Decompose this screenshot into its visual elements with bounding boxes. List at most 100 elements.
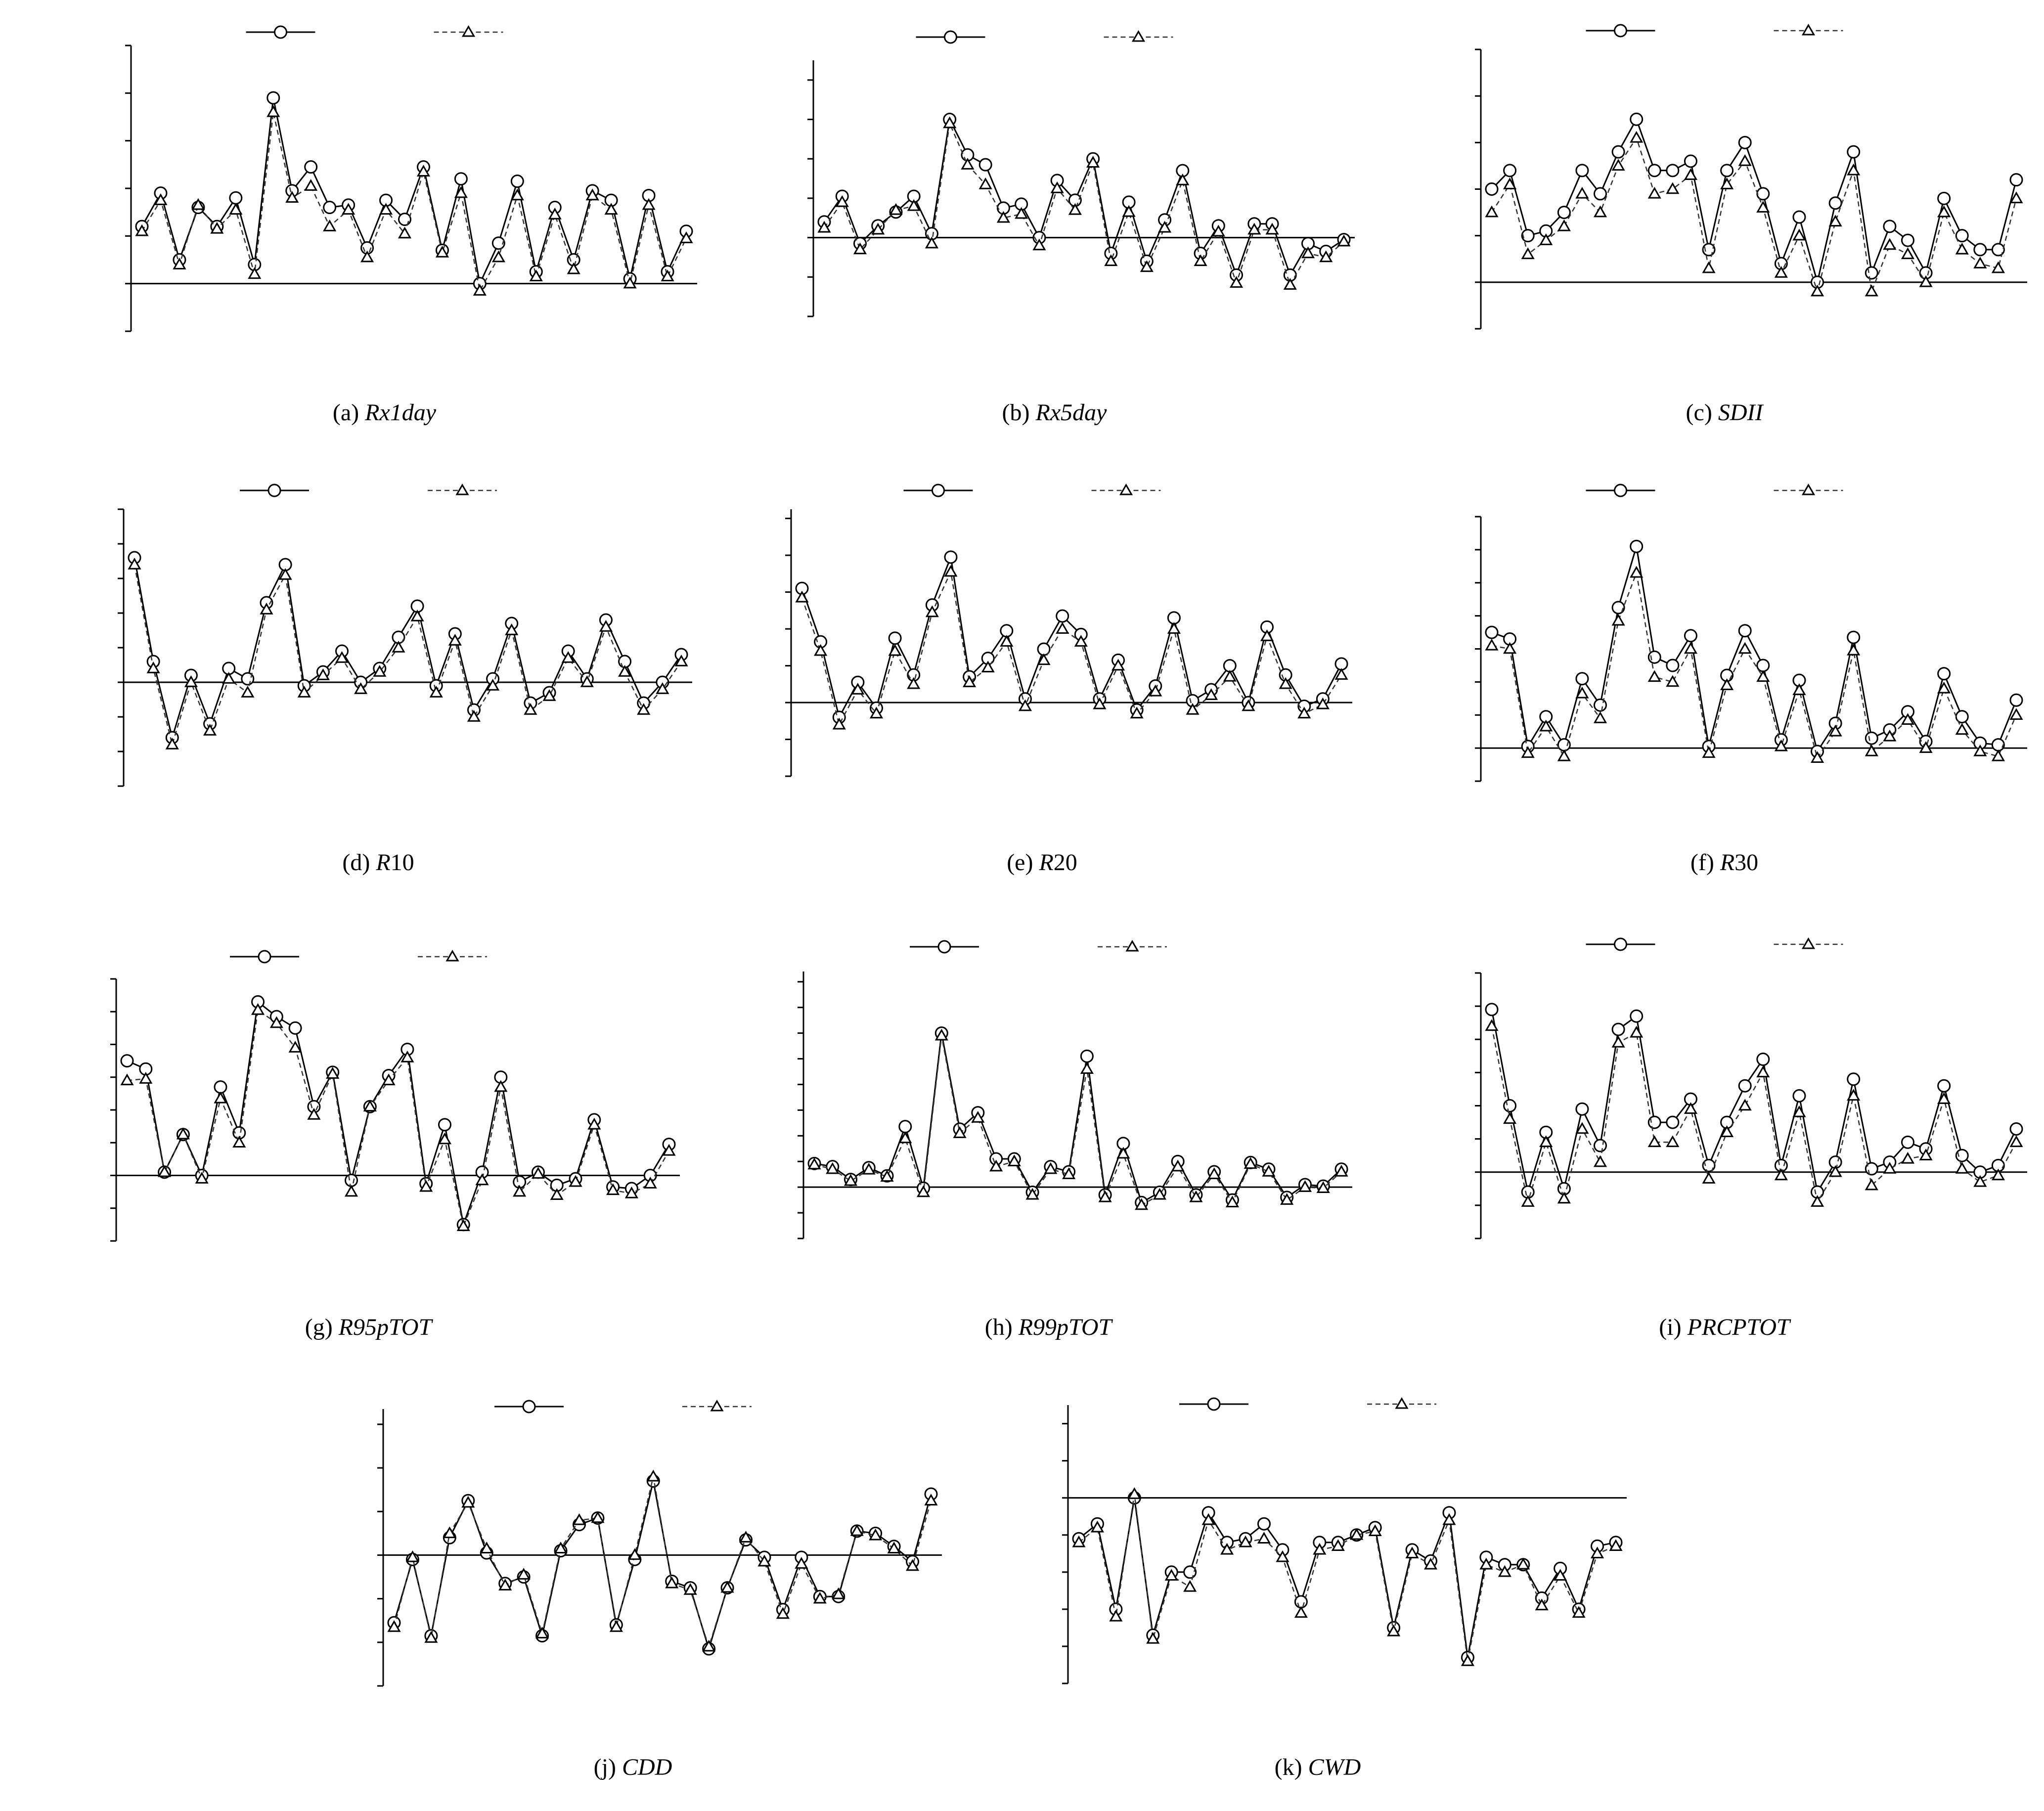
caption-index-name: R99pTOT [1018, 1314, 1113, 1340]
data-point-rcp85 [1104, 254, 1118, 266]
data-point-rcp45 [1630, 539, 1644, 553]
data-point-rcp85 [624, 1186, 638, 1198]
legend-marker-rcp85 [1801, 937, 1816, 949]
data-point-rcp45 [978, 158, 992, 172]
data-point-rcp45 [1666, 1115, 1680, 1129]
data-point-rcp85 [1901, 247, 1915, 260]
data-point-rcp85 [925, 236, 939, 249]
data-point-rcp85 [643, 1177, 657, 1189]
data-point-rcp85 [1756, 1065, 1770, 1078]
data-point-rcp45 [1937, 1079, 1951, 1093]
data-point-rcp85 [604, 203, 618, 215]
data-point-rcp85 [443, 1526, 456, 1539]
data-point-rcp85 [580, 675, 594, 687]
data-point-rcp45 [1630, 112, 1644, 126]
data-point-rcp85 [1593, 205, 1607, 218]
data-point-rcp85 [1072, 1535, 1086, 1547]
data-point-rcp85 [1865, 744, 1878, 756]
data-point-rcp85 [1265, 222, 1279, 235]
data-point-rcp85 [1647, 1135, 1661, 1148]
data-point-rcp85 [561, 651, 575, 663]
data-point-rcp45 [1611, 145, 1625, 159]
data-point-rcp85 [1294, 1606, 1308, 1618]
data-point-rcp45 [1865, 266, 1878, 280]
data-point-rcp85 [963, 675, 977, 687]
series-line-rcp45 [393, 1481, 932, 1652]
data-point-rcp85 [1479, 1557, 1493, 1570]
data-point-rcp85 [1593, 711, 1607, 723]
data-point-rcp85 [1485, 638, 1499, 651]
legend-marker-rcp85 [445, 950, 459, 962]
data-point-rcp85 [1229, 276, 1244, 288]
data-point-rcp85 [1937, 205, 1951, 218]
series-line-rcp45 [801, 554, 1342, 719]
data-point-rcp85 [1575, 186, 1589, 199]
data-point-rcp45 [1847, 1072, 1861, 1086]
data-point-rcp85 [1135, 1198, 1149, 1210]
series-line-rcp85 [823, 121, 1344, 287]
panel-caption: (f) R30 [1690, 849, 1758, 876]
data-point-rcp85 [379, 203, 393, 215]
caption-index-name: R [1720, 849, 1734, 876]
legend-marker-rcp85 [1395, 1397, 1409, 1409]
data-point-rcp45 [1485, 182, 1499, 196]
data-point-rcp85 [1883, 1162, 1897, 1174]
caption-index-name: SDII [1718, 399, 1764, 426]
series-line-rcp85 [1491, 1026, 2017, 1205]
data-point-rcp85 [1116, 1147, 1130, 1159]
series-line-rcp85 [393, 1476, 932, 1649]
panel-caption: (k) CWD [1275, 1754, 1361, 1780]
data-point-rcp45 [1756, 187, 1770, 201]
data-point-rcp85 [1666, 182, 1680, 194]
panel-caption: (j) CDD [594, 1754, 672, 1780]
series-line-rcp85 [133, 564, 682, 747]
data-point-rcp85 [1611, 614, 1625, 626]
caption-prefix: (a) [333, 399, 365, 426]
data-point-rcp85 [550, 1188, 564, 1200]
data-point-rcp85 [1647, 670, 1661, 682]
data-point-rcp45 [1847, 145, 1861, 159]
data-point-rcp85 [1225, 1195, 1240, 1208]
data-point-rcp85 [1792, 1105, 1806, 1117]
data-point-rcp85 [335, 651, 349, 663]
data-point-rcp85 [869, 1528, 883, 1541]
data-point-rcp85 [776, 1607, 790, 1619]
data-point-rcp45 [1991, 738, 2005, 751]
data-point-rcp85 [354, 682, 368, 694]
data-point-rcp85 [1498, 1565, 1511, 1577]
data-point-rcp85 [1521, 1195, 1535, 1207]
data-point-rcp85 [269, 1016, 283, 1028]
data-point-rcp85 [210, 221, 224, 234]
data-point-rcp85 [1557, 1192, 1571, 1204]
data-point-rcp85 [1090, 1520, 1105, 1533]
chart-panel-g: (g) R95pTOT [110, 950, 680, 1340]
data-point-rcp45 [1738, 1079, 1752, 1093]
data-point-rcp85 [248, 267, 262, 279]
data-point-rcp85 [360, 250, 374, 263]
data-point-rcp85 [554, 1542, 568, 1553]
data-point-rcp45 [214, 1080, 227, 1094]
data-point-rcp85 [120, 1073, 134, 1086]
data-point-rcp85 [1919, 741, 1933, 753]
panel-caption: (i) PRCPTOT [1659, 1314, 1791, 1340]
data-point-rcp85 [813, 1591, 827, 1604]
data-point-rcp85 [1539, 233, 1553, 245]
data-point-rcp45 [1702, 1158, 1716, 1172]
legend-marker-rcp85 [1801, 484, 1816, 495]
data-point-rcp85 [1334, 1164, 1348, 1177]
data-point-rcp45 [1684, 629, 1697, 643]
data-point-rcp85 [342, 203, 355, 215]
data-point-rcp85 [1158, 221, 1172, 233]
data-point-rcp85 [1319, 250, 1333, 263]
legend-marker-rcp85 [1131, 30, 1146, 42]
series-line-rcp85 [801, 570, 1342, 727]
data-point-rcp45 [1991, 243, 2005, 257]
legend-marker-rcp85 [1125, 940, 1139, 952]
data-point-rcp85 [1810, 284, 1824, 297]
data-point-rcp85 [222, 671, 236, 684]
data-point-rcp45 [510, 175, 524, 188]
series-line-rcp45 [1491, 117, 2017, 283]
data-point-rcp85 [505, 623, 519, 635]
data-point-rcp85 [888, 644, 902, 656]
data-point-rcp85 [757, 1554, 771, 1567]
